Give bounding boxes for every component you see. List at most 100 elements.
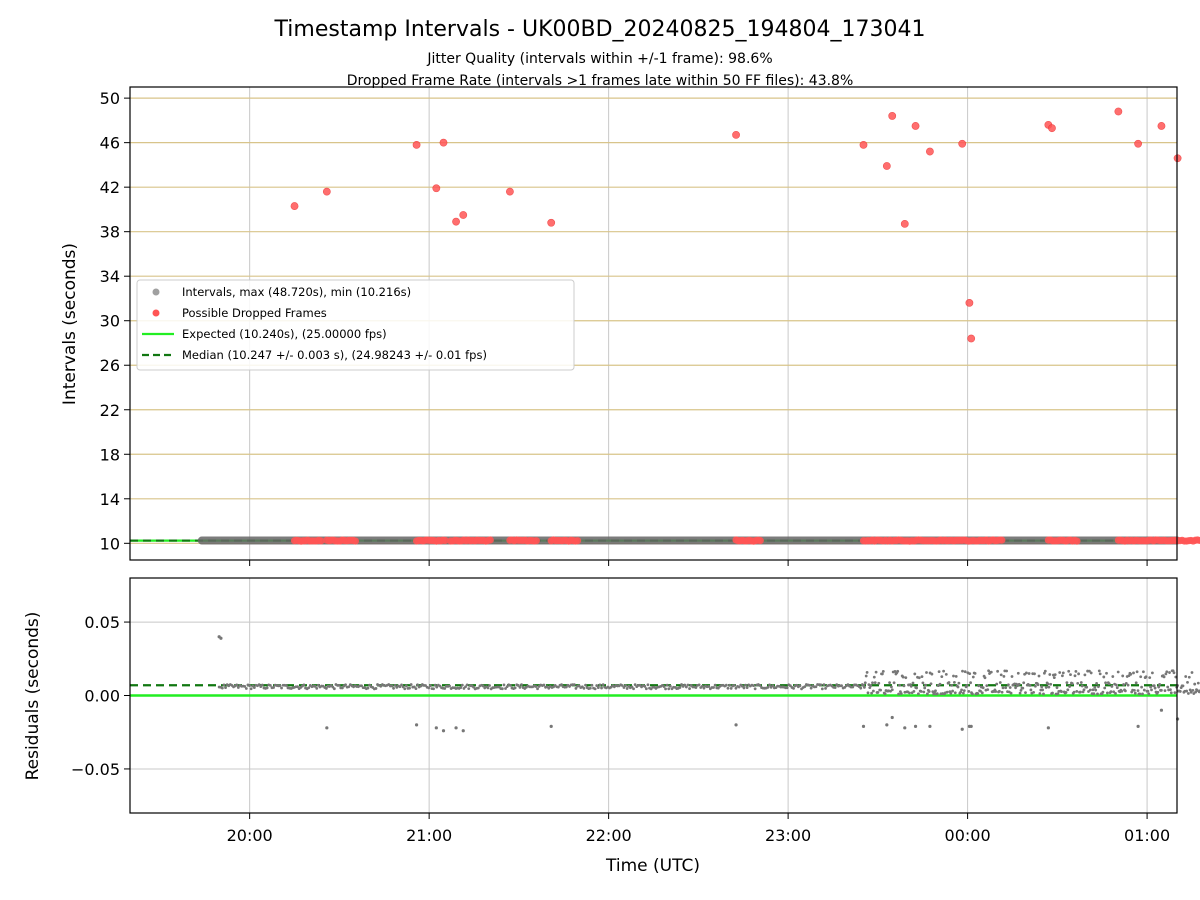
residual-point (944, 672, 948, 676)
residual-point (249, 687, 253, 691)
residual-point (665, 683, 669, 687)
residual-point (967, 690, 971, 693)
residual-point (257, 683, 261, 687)
dropped-frame-point (1048, 124, 1056, 133)
residual-point (1141, 692, 1144, 696)
residual-point (1142, 688, 1146, 692)
residual-point (1070, 682, 1074, 685)
residual-point (1024, 671, 1028, 675)
residual-point (1173, 691, 1177, 695)
residual-point (937, 670, 941, 674)
residual-point (732, 684, 736, 687)
dropped-frame-point (290, 202, 299, 210)
residual-point (737, 685, 741, 689)
residual-point (1006, 683, 1010, 687)
residual-point (1005, 669, 1008, 673)
residual-point (1141, 670, 1145, 674)
residual-point (883, 692, 887, 696)
residual-point (1157, 685, 1161, 689)
residual-point (542, 683, 546, 687)
residual-point (876, 691, 880, 694)
residual-point (1093, 685, 1097, 689)
intervals-y-tick-label: 42 (100, 178, 120, 197)
residual-point (1092, 692, 1096, 696)
residual-point (244, 687, 248, 690)
residual-point (582, 686, 586, 690)
residual-point (633, 683, 637, 687)
residual-point (985, 684, 989, 688)
residual-point (1047, 685, 1051, 689)
residual-point (1060, 690, 1063, 694)
residual-point (1065, 681, 1069, 685)
residual-point (1144, 675, 1148, 679)
residual-point (833, 686, 837, 690)
residual-point (1166, 685, 1170, 689)
residual-point (534, 685, 538, 688)
residual-point (1156, 690, 1160, 694)
residual-point (1040, 685, 1044, 689)
residual-point (433, 683, 437, 687)
legend-box (136, 279, 575, 371)
residual-point (1122, 683, 1125, 686)
dropped-frame-point (732, 130, 740, 139)
residual-point (981, 686, 985, 690)
residual-point (979, 689, 982, 693)
residual-point (942, 669, 945, 673)
residual-point (1044, 686, 1048, 689)
residual-point (1120, 689, 1124, 693)
residual-point (753, 687, 757, 691)
residual-point (734, 686, 738, 690)
residual-point (1146, 689, 1150, 693)
residual-point (798, 684, 802, 688)
residual-point (504, 687, 507, 690)
intervals-y-tick-label: 10 (100, 534, 120, 553)
residual-point (624, 684, 627, 688)
x-tick-label: 22:00 (586, 826, 632, 845)
legend-intervals-marker (152, 288, 160, 296)
residual-point (403, 687, 407, 691)
x-tick-label: 20:00 (227, 826, 273, 845)
residual-point (959, 690, 963, 694)
dropped-frame-point (439, 138, 448, 147)
residual-point (432, 687, 435, 691)
residual-outlier-point (913, 724, 918, 728)
residual-point (915, 686, 918, 690)
residual-point (986, 688, 990, 692)
residual-point (902, 684, 906, 688)
residual-point (999, 673, 1003, 677)
residual-point (1000, 690, 1004, 694)
residual-point (1139, 675, 1143, 679)
residual-point (280, 686, 283, 690)
residual-point (980, 691, 984, 695)
residual-point (1124, 681, 1128, 685)
residual-point (1096, 685, 1100, 689)
residual-point (697, 683, 701, 687)
residual-outlier-point (903, 726, 907, 730)
residual-point (520, 683, 523, 687)
residual-point (435, 685, 439, 689)
residual-point (392, 686, 395, 690)
residual-point (949, 691, 953, 695)
residual-point (1105, 691, 1109, 695)
residual-point (486, 686, 490, 690)
residual-point (924, 683, 927, 687)
residual-point (1116, 670, 1120, 674)
residual-point (954, 674, 958, 678)
residual-point (332, 687, 336, 691)
residual-point (1076, 682, 1080, 685)
residual-point (922, 690, 926, 694)
residual-point (622, 686, 626, 689)
residual-point (1037, 674, 1041, 678)
residual-point (448, 684, 451, 688)
residual-point (961, 669, 964, 673)
residual-point (919, 690, 923, 693)
residual-point (1121, 674, 1125, 678)
residual-point (366, 686, 370, 690)
residual-outlier-point (734, 723, 738, 727)
residual-point (224, 686, 227, 689)
residual-point (1024, 691, 1027, 695)
residual-point (600, 686, 603, 690)
dropped-frame-point (958, 139, 967, 148)
residual-point (584, 683, 587, 687)
